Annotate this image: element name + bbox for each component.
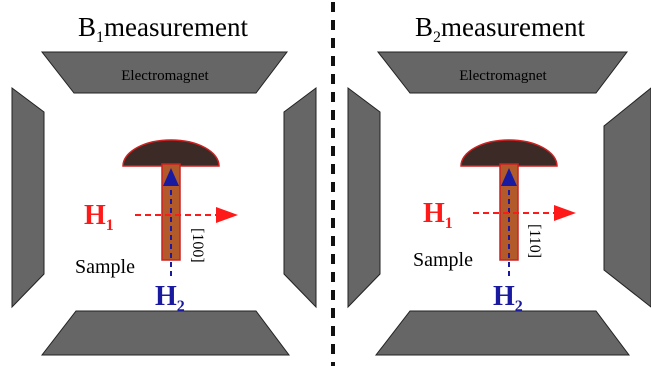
electromagnet-left-pole (11, 87, 45, 309)
h2-label: H2 (493, 281, 523, 315)
panel-title: B1measurement (78, 12, 248, 46)
h1-arrowhead (554, 205, 576, 221)
electromagnet-bottom-pole (40, 310, 290, 356)
electromagnet-label: Electromagnet (121, 68, 209, 84)
panel-title: B2measurement (415, 12, 585, 46)
electromagnet-top-pole (40, 51, 289, 94)
electromagnet-left-pole (347, 87, 381, 309)
h2-arrowhead (163, 168, 179, 186)
electromagnet-right-pole (603, 87, 651, 308)
h1-label: H1 (84, 200, 114, 234)
sample-holder-cap (122, 139, 220, 167)
electromagnet-bottom-pole (374, 310, 630, 356)
h2-label: H2 (155, 281, 185, 315)
h2-arrowhead (501, 168, 517, 186)
sample-label: Sample (413, 249, 473, 271)
h1-label: H1 (423, 198, 453, 232)
electromagnet-top-pole (376, 51, 629, 94)
panel-b1: B1measurement Electromagnet H1 H2 Sample… (11, 12, 317, 356)
electromagnet-label: Electromagnet (459, 68, 547, 84)
electromagnet-right-pole (283, 87, 317, 309)
panel-b2: B2measurement Electromagnet H1 H2 Sample… (347, 12, 651, 356)
crystal-direction-label: [100] (189, 228, 206, 263)
crystal-direction-label: [110] (526, 224, 543, 258)
sample-label: Sample (75, 256, 135, 278)
sample-holder-cap (460, 139, 558, 167)
h1-arrowhead (216, 207, 238, 223)
